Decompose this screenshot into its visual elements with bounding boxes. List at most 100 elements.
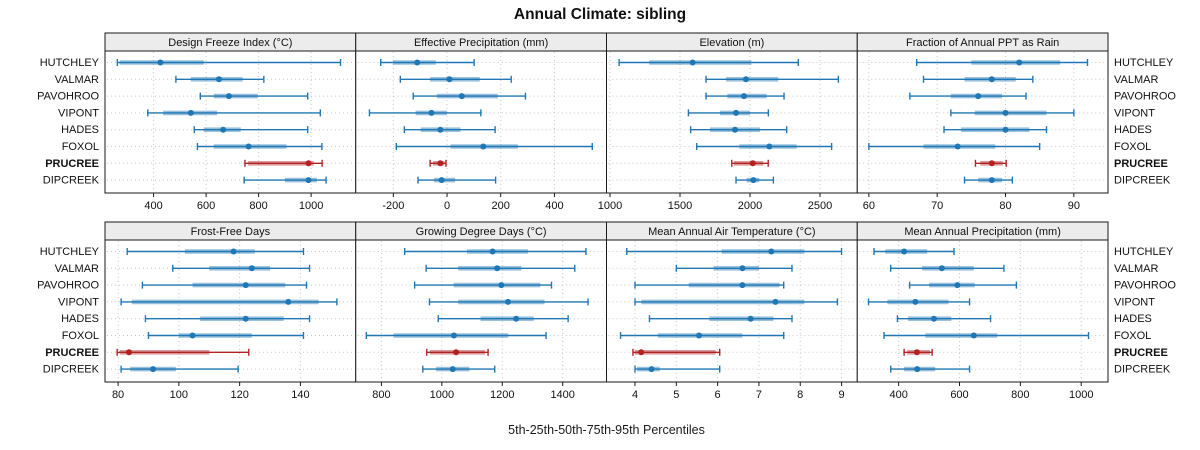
percentile-series-valmar [175, 75, 265, 83]
axis-tick-label: 400 [144, 200, 162, 212]
percentile-series-prucree [426, 348, 489, 356]
strip-title: Mean Annual Precipitation (mm) [904, 226, 1061, 238]
site-label-right: FOXOL [1114, 330, 1151, 342]
median-dot [1016, 59, 1023, 66]
site-label-right: HADES [1114, 124, 1152, 136]
median-dot [437, 126, 444, 133]
percentile-series-pavohroo [908, 281, 1018, 289]
percentile-series-valmar [922, 75, 1034, 83]
percentile-series-hutchley [618, 59, 800, 66]
percentile-series-hutchley [116, 59, 342, 66]
site-label-left: HUTCHLEY [40, 246, 100, 258]
figure-title: Annual Climate: sibling [513, 6, 687, 23]
axis-tick-label: 400 [889, 389, 907, 401]
percentile-series-dipcreek [963, 176, 1014, 184]
median-dot [733, 109, 740, 116]
percentile-series-hades [689, 126, 788, 134]
median-dot [766, 143, 773, 150]
median-dot [242, 315, 249, 322]
panel-box [606, 239, 858, 383]
percentile-series-hades [648, 315, 793, 323]
axis-tick-label: 9 [838, 389, 844, 401]
panel-box [355, 239, 607, 383]
axis-tick-label: 60 [863, 200, 875, 212]
median-dot [914, 366, 921, 373]
site-label-right: PAVOHROO [1114, 91, 1176, 103]
median-dot [988, 76, 995, 83]
strip-title: Frost-Free Days [191, 226, 271, 238]
axis-tick-label: 1000 [299, 200, 323, 212]
percentile-series-pavohroo [412, 92, 527, 100]
percentile-series-foxol [365, 332, 547, 339]
median-dot [242, 282, 249, 289]
percentile-series-hades [943, 126, 1048, 134]
median-dot [638, 349, 645, 356]
panel-box [606, 50, 858, 194]
site-label-left: VIPONT [58, 296, 99, 308]
percentile-series-vipont [687, 109, 770, 117]
median-dot [696, 332, 703, 339]
percentile-series-hutchley [626, 248, 843, 255]
median-dot [187, 109, 194, 116]
axis-tick-label: 600 [950, 389, 968, 401]
percentile-series-valmar [425, 264, 576, 272]
percentile-series-foxol [695, 143, 833, 150]
site-label-left: DIPCREEK [43, 364, 100, 376]
median-dot [689, 59, 696, 66]
panel-box [104, 239, 357, 383]
median-dot [494, 265, 501, 272]
site-label-right: FOXOL [1114, 141, 1151, 153]
median-dot [489, 248, 496, 255]
median-dot [772, 298, 779, 305]
site-label-left: VIPONT [58, 107, 99, 119]
percentile-series-prucree [903, 348, 933, 356]
median-dot [437, 160, 444, 167]
median-dot [450, 332, 457, 339]
panel-elevation-m: Elevation (m) 1000 1500 2000 2500 [598, 32, 858, 212]
axis-tick-label: 6 [715, 389, 721, 401]
median-dot [930, 315, 937, 322]
percentile-series-hades [896, 315, 992, 323]
axis-tick-label: 1000 [598, 200, 622, 212]
median-dot [912, 298, 919, 305]
percentile-series-hades [144, 315, 311, 323]
median-dot [189, 332, 196, 339]
percentile-series-pavohroo [413, 281, 553, 289]
site-label-right: VALMAR [1114, 74, 1158, 86]
figure-caption: 5th-25th-50th-75th-95th Percentiles [508, 423, 705, 437]
median-dot [988, 160, 995, 167]
median-dot [768, 248, 775, 255]
median-dot [975, 93, 982, 100]
percentile-series-hutchley [873, 248, 955, 255]
median-dot [305, 177, 312, 184]
percentile-series-prucree [974, 159, 1007, 167]
median-dot [750, 177, 757, 184]
panel-mean-annual-air-temperature-c: Mean Annual Air Temperature (°C) 4 5 6 7 8 9 [606, 221, 858, 401]
percentile-series-dipcreek [243, 176, 327, 184]
percentile-series-pavohroo [909, 92, 1027, 100]
axis-tick-label: 1200 [490, 389, 514, 401]
median-dot [749, 160, 756, 167]
median-dot [446, 76, 453, 83]
axis-tick-label: 120 [230, 389, 248, 401]
median-dot [970, 332, 977, 339]
axis-tick-label: 7 [756, 389, 762, 401]
median-dot [126, 349, 133, 356]
median-dot [449, 366, 456, 373]
percentile-series-vipont [428, 298, 589, 306]
site-label-right: PRUCREE [1114, 158, 1168, 170]
axis-tick-label: 400 [545, 200, 563, 212]
percentile-series-dipcreek [417, 176, 497, 184]
percentile-series-foxol [395, 143, 593, 150]
site-label-left: HADES [61, 313, 99, 325]
median-dot [230, 248, 237, 255]
strip-title: Mean Annual Air Temperature (°C) [648, 226, 815, 238]
percentile-series-prucree [429, 159, 447, 167]
panel-mean-annual-precipitation-mm: Mean Annual Precipitation (mm) 400 600 800 1… [856, 221, 1109, 401]
site-label-left: FOXOL [62, 141, 99, 153]
median-dot [498, 282, 505, 289]
percentile-series-prucree [731, 159, 769, 167]
median-dot [245, 143, 252, 150]
